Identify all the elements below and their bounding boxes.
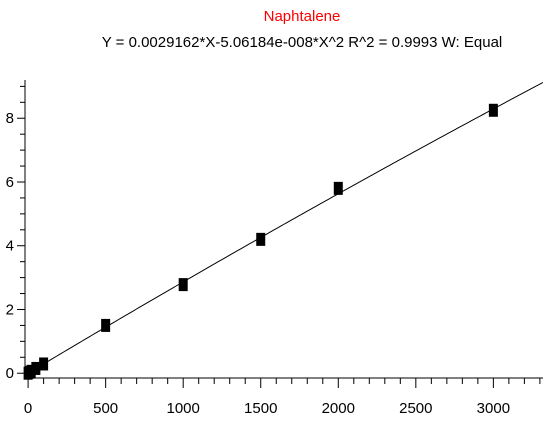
y-tick-label: 8 (6, 110, 14, 127)
y-tick-label: 6 (6, 174, 14, 191)
y-tick-label: 4 (6, 238, 14, 255)
axes (24, 80, 543, 379)
data-point (178, 278, 188, 292)
x-tick-label: 2000 (322, 400, 355, 417)
data-point (333, 181, 343, 195)
x-tick-label: 3000 (477, 400, 510, 417)
tick-labels: 0 500 1000 1500 2000 2500 3000 0 2 4 6 8 (6, 110, 510, 417)
data-point (39, 357, 49, 371)
y-tick-label: 2 (6, 301, 14, 318)
x-tick-label: 1000 (167, 400, 200, 417)
data-point (26, 364, 36, 378)
data-point (101, 318, 111, 332)
x-tick-label: 1500 (244, 400, 277, 417)
data-point (31, 361, 41, 375)
data-point (488, 103, 498, 117)
y-tick-label: 0 (6, 365, 14, 382)
x-tick-label: 500 (93, 400, 118, 417)
chart-title: Naphtalene (264, 8, 341, 25)
data-point (256, 232, 266, 246)
x-tick-label: 2500 (399, 400, 432, 417)
ticks (17, 85, 541, 388)
x-tick-label: 0 (24, 400, 32, 417)
chart-subtitle-equation: Y = 0.0029162*X-5.06184e-008*X^2 R^2 = 0… (102, 34, 503, 51)
fit-curve (24, 81, 543, 376)
data-points (23, 103, 498, 380)
